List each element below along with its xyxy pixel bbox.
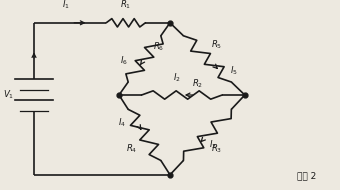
Text: $R_2$: $R_2$ — [192, 77, 203, 90]
Text: $R_6$: $R_6$ — [153, 41, 164, 53]
Text: $I_3$: $I_3$ — [209, 138, 217, 151]
Text: $I_1$: $I_1$ — [62, 0, 70, 11]
Text: $R_5$: $R_5$ — [211, 39, 222, 51]
Text: $R_4$: $R_4$ — [126, 142, 138, 155]
Text: $I_6$: $I_6$ — [120, 54, 129, 67]
Text: $R_1$: $R_1$ — [120, 0, 132, 11]
Text: $I_5$: $I_5$ — [230, 65, 238, 77]
Text: $V_1$: $V_1$ — [3, 89, 14, 101]
Text: $I_2$: $I_2$ — [173, 71, 181, 84]
Text: 그림 2: 그림 2 — [297, 172, 316, 180]
Text: $I_4$: $I_4$ — [118, 117, 126, 129]
Text: $R_3$: $R_3$ — [211, 142, 222, 155]
